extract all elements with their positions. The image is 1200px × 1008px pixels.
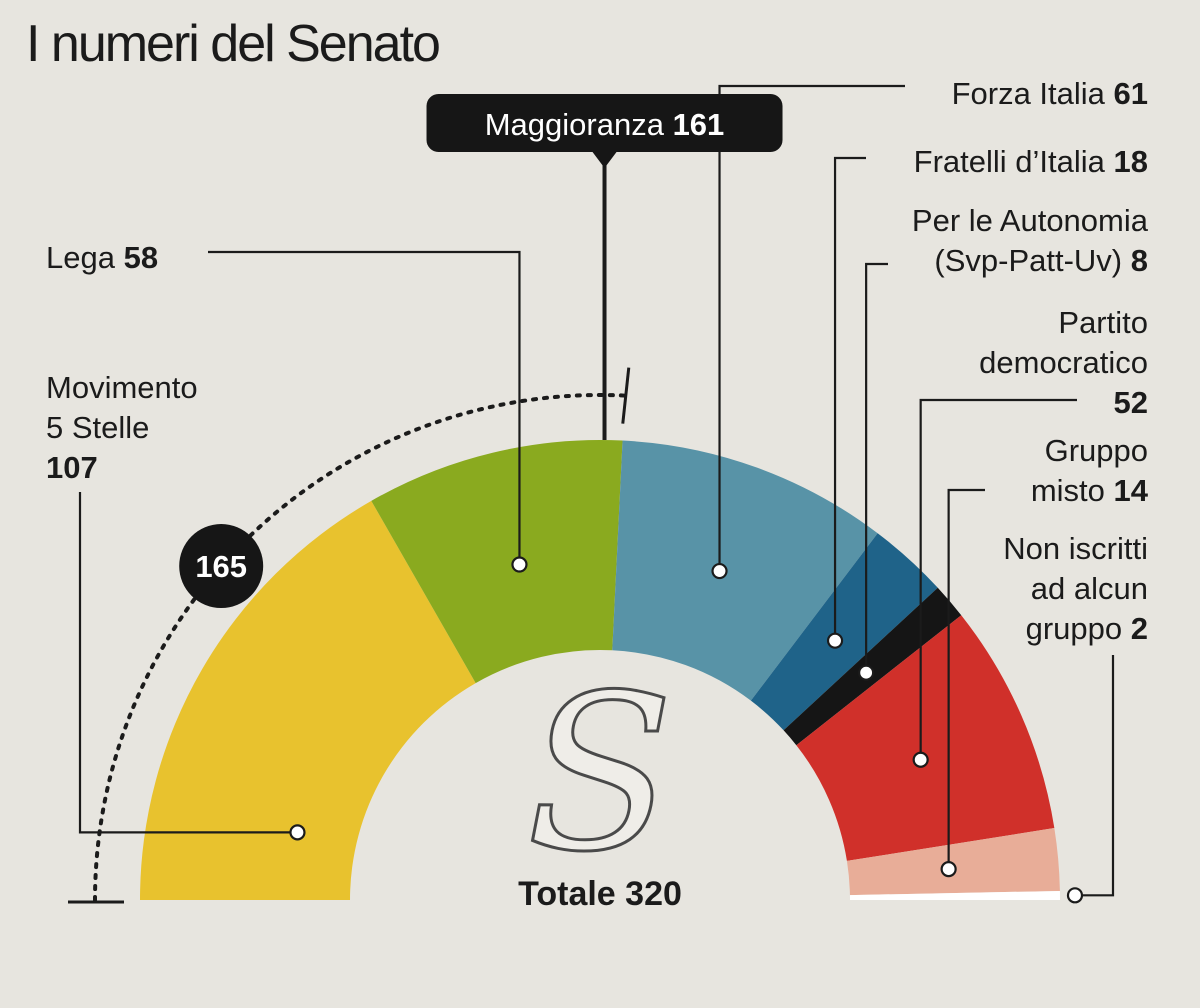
label-m5s: Movimento 5 Stelle 107 bbox=[46, 370, 198, 485]
leader-dot-aut bbox=[858, 664, 875, 681]
segment-aut bbox=[783, 587, 962, 746]
coalition-arc-end-tick bbox=[621, 367, 631, 424]
segment-m5s bbox=[140, 500, 476, 900]
leader-dot-ni bbox=[1066, 887, 1084, 904]
label-lega: Lega 58 bbox=[46, 240, 158, 275]
leader-dot-misto bbox=[940, 861, 957, 878]
leader-dot-lega bbox=[511, 556, 528, 573]
segment-fi bbox=[612, 440, 878, 701]
label-ni: Non iscritti ad alcun gruppo 2 bbox=[1003, 531, 1148, 646]
label-fdi: Fratelli d’Italia 18 bbox=[914, 144, 1148, 179]
leader-dot-fdi bbox=[826, 632, 844, 649]
leader-lega bbox=[208, 250, 521, 565]
segments-layer bbox=[140, 439, 1060, 900]
leader-pd bbox=[919, 398, 1077, 760]
leader-aut bbox=[865, 262, 888, 673]
leader-ni bbox=[1074, 655, 1115, 897]
leaders-layer bbox=[78, 84, 1115, 904]
page-title: I numeri del Senato bbox=[26, 15, 441, 73]
leader-fdi bbox=[833, 156, 866, 641]
majority-pointer bbox=[589, 148, 620, 168]
seal-s-icon: S bbox=[526, 648, 673, 899]
segment-fdi bbox=[750, 533, 938, 731]
segment-misto bbox=[846, 828, 1060, 896]
label-aut: Per le Autonomia (Svp-Patt-Uv) 8 bbox=[912, 203, 1149, 278]
total-label: Totale 320 bbox=[518, 875, 682, 913]
leader-dot-pd bbox=[912, 751, 929, 768]
leader-fi bbox=[718, 84, 905, 572]
coalition-arc bbox=[93, 393, 627, 902]
coalition-badge-value: 165 bbox=[195, 549, 247, 584]
label-fi: Forza Italia 61 bbox=[952, 76, 1148, 111]
leader-dot-fi bbox=[711, 562, 728, 580]
label-pd: Partito democratico 52 bbox=[979, 305, 1148, 420]
label-misto: Gruppo misto 14 bbox=[1031, 433, 1149, 508]
majority-label: Maggioranza 161 bbox=[485, 107, 725, 142]
segment-lega bbox=[371, 439, 623, 684]
coalition-badge bbox=[179, 524, 264, 609]
segment-pd bbox=[796, 615, 1055, 861]
leader-dot-m5s bbox=[289, 824, 306, 841]
labels-layer: Movimento 5 Stelle 107 Lega 58 Forza Italia … bbox=[46, 76, 1149, 646]
segment-ni bbox=[849, 890, 1060, 900]
majority-badge bbox=[426, 94, 783, 152]
leader-misto bbox=[947, 488, 985, 870]
leader-m5s bbox=[78, 492, 298, 834]
